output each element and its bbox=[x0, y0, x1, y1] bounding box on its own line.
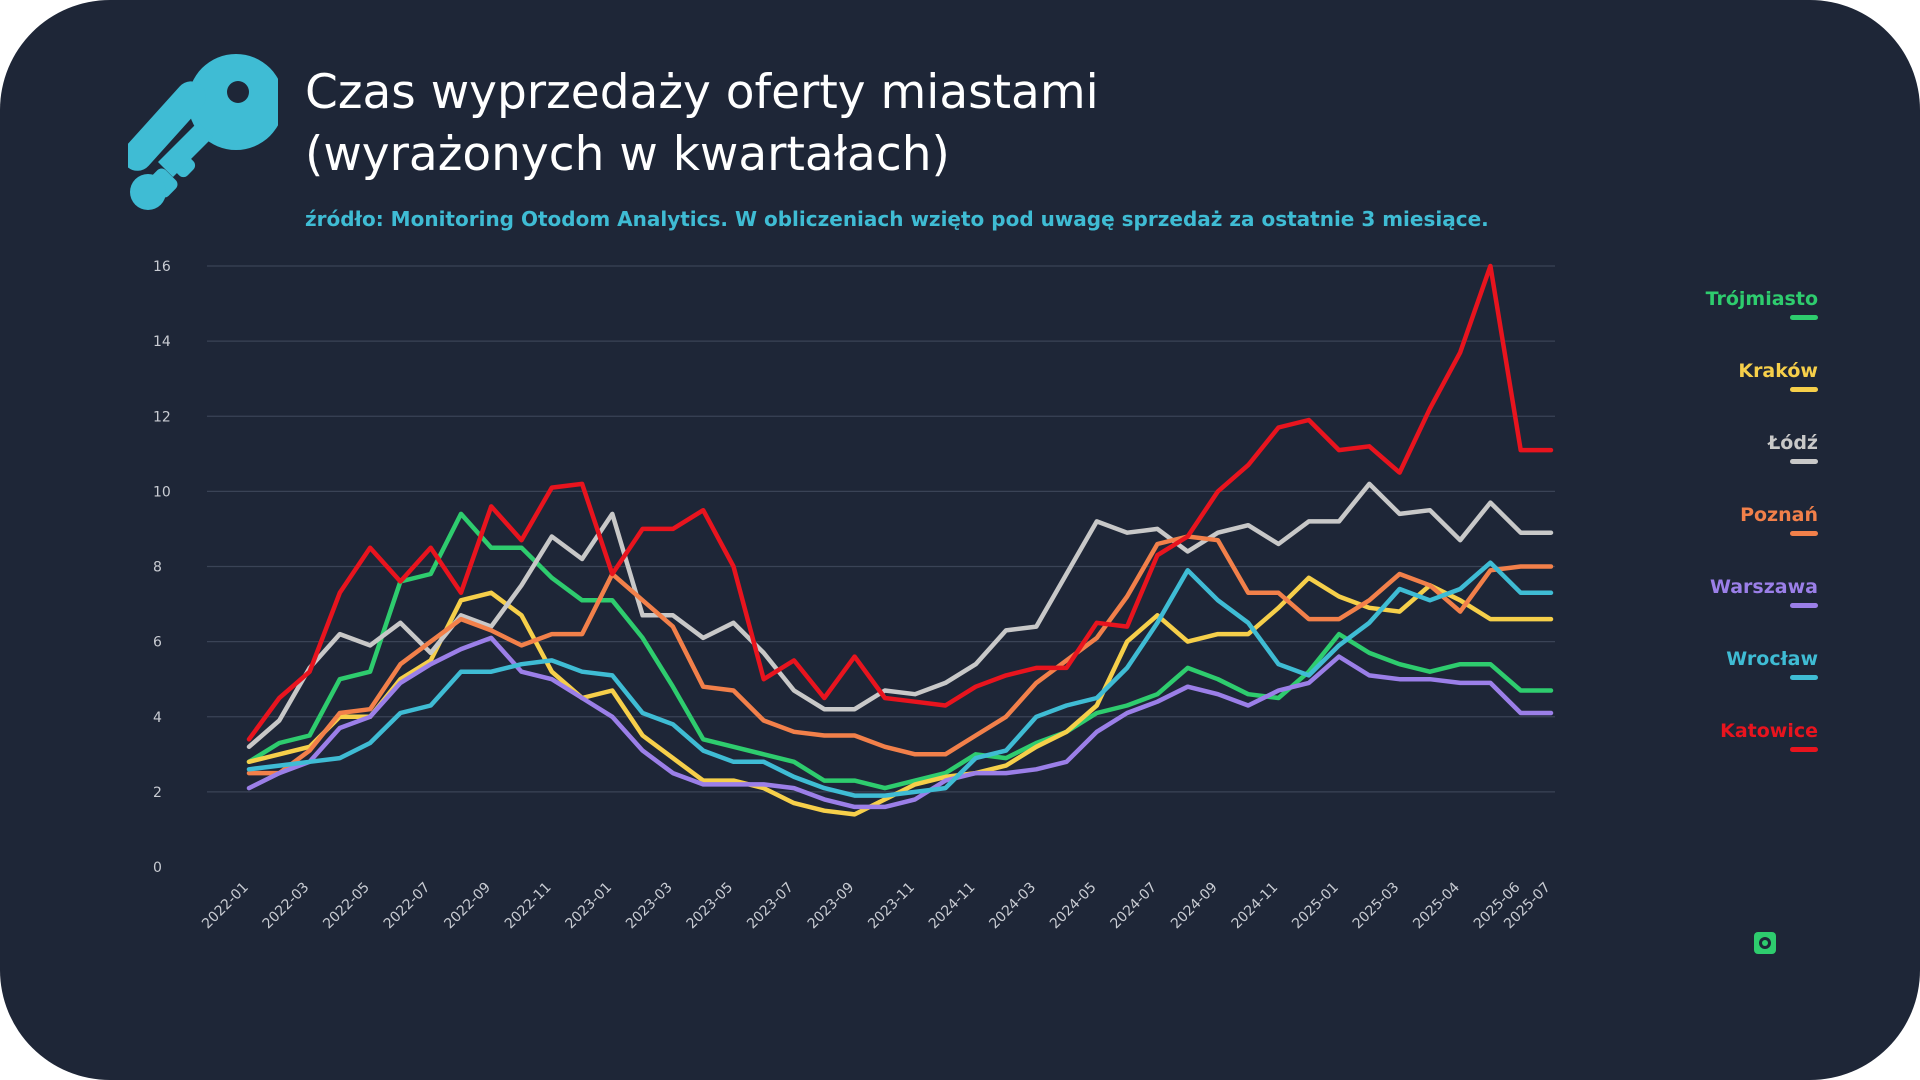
x-tick-label: 2022-01 bbox=[199, 880, 252, 933]
y-tick-label: 8 bbox=[153, 560, 162, 576]
series-line-poznan bbox=[246, 534, 1554, 776]
legend-item: Wrocław bbox=[1618, 648, 1818, 688]
series-line-odz bbox=[246, 481, 1554, 750]
x-tick-label: 2024-09 bbox=[1168, 880, 1221, 933]
y-tick-label: 10 bbox=[153, 484, 171, 500]
x-tick-label: 2023-09 bbox=[805, 880, 858, 933]
x-tick-label: 2022-05 bbox=[320, 880, 373, 933]
x-tick-label: 2023-03 bbox=[623, 880, 676, 933]
legend-swatch bbox=[1790, 531, 1818, 536]
y-tick-label: 6 bbox=[153, 635, 162, 651]
legend-item: Katowice bbox=[1618, 720, 1818, 760]
source-note: źródło: Monitoring Otodom Analytics. W o… bbox=[305, 207, 1489, 231]
x-tick-label: 2024-11 bbox=[926, 880, 979, 933]
legend-label: Wrocław bbox=[1726, 648, 1818, 670]
x-tick-label: 2024-05 bbox=[1047, 880, 1100, 933]
legend-label: Kraków bbox=[1738, 360, 1818, 382]
x-tick-label: 2023-05 bbox=[684, 880, 737, 933]
x-tick-label: 2025-04 bbox=[1410, 879, 1463, 932]
x-tick-label: 2023-01 bbox=[562, 880, 615, 933]
legend-swatch bbox=[1790, 747, 1818, 752]
legend-item: Warszawa bbox=[1618, 576, 1818, 616]
x-tick-label: 2022-03 bbox=[260, 880, 313, 933]
y-tick-label: 16 bbox=[153, 259, 171, 275]
legend-swatch bbox=[1790, 387, 1818, 392]
legend-item: Poznań bbox=[1618, 504, 1818, 544]
legend-swatch bbox=[1790, 675, 1818, 680]
page-title: Czas wyprzedaży oferty miastami (wyrażon… bbox=[305, 62, 1099, 186]
x-tick-label: 2023-07 bbox=[744, 880, 797, 933]
series-line-katowice bbox=[246, 263, 1554, 742]
title-line-1: Czas wyprzedaży oferty miastami bbox=[305, 65, 1099, 120]
x-tick-label: 2025-03 bbox=[1350, 880, 1403, 933]
y-tick-label: 4 bbox=[153, 710, 162, 726]
y-tick-label: 12 bbox=[153, 409, 171, 425]
y-tick-label: 14 bbox=[153, 334, 171, 350]
legend-label: Warszawa bbox=[1709, 576, 1818, 598]
x-tick-label: 2022-07 bbox=[381, 880, 434, 933]
x-tick-label: 2022-11 bbox=[502, 880, 555, 933]
series-line-warszawa bbox=[246, 635, 1554, 810]
legend-swatch bbox=[1790, 459, 1818, 464]
legend-swatch bbox=[1790, 315, 1818, 320]
legend-item: Kraków bbox=[1618, 360, 1818, 400]
x-tick-label: 2022-09 bbox=[441, 880, 494, 933]
otodom-logo-icon bbox=[1754, 932, 1776, 954]
key-icon bbox=[128, 54, 278, 210]
series-line-trojmiasto bbox=[246, 511, 1554, 791]
legend-label: Poznań bbox=[1740, 504, 1818, 526]
y-tick-label: 0 bbox=[153, 860, 162, 876]
x-tick-label: 2024-07 bbox=[1108, 880, 1161, 933]
legend-label: Katowice bbox=[1720, 720, 1818, 742]
series-line-wrocaw bbox=[246, 560, 1554, 798]
legend-item: Trójmiasto bbox=[1618, 288, 1818, 328]
title-line-2: (wyrażonych w kwartałach) bbox=[305, 127, 950, 182]
x-tick-label: 2024-03 bbox=[986, 880, 1039, 933]
legend-swatch bbox=[1790, 603, 1818, 608]
legend-item: Łódź bbox=[1618, 432, 1818, 472]
x-tick-label: 2025-01 bbox=[1289, 880, 1342, 933]
legend-label: Trójmiasto bbox=[1705, 288, 1818, 310]
y-tick-label: 2 bbox=[153, 785, 162, 801]
series-line-krakow bbox=[246, 575, 1554, 817]
legend-label: Łódź bbox=[1768, 432, 1818, 454]
x-tick-label: 2024-11 bbox=[1229, 880, 1282, 933]
x-tick-label: 2023-11 bbox=[865, 880, 918, 933]
